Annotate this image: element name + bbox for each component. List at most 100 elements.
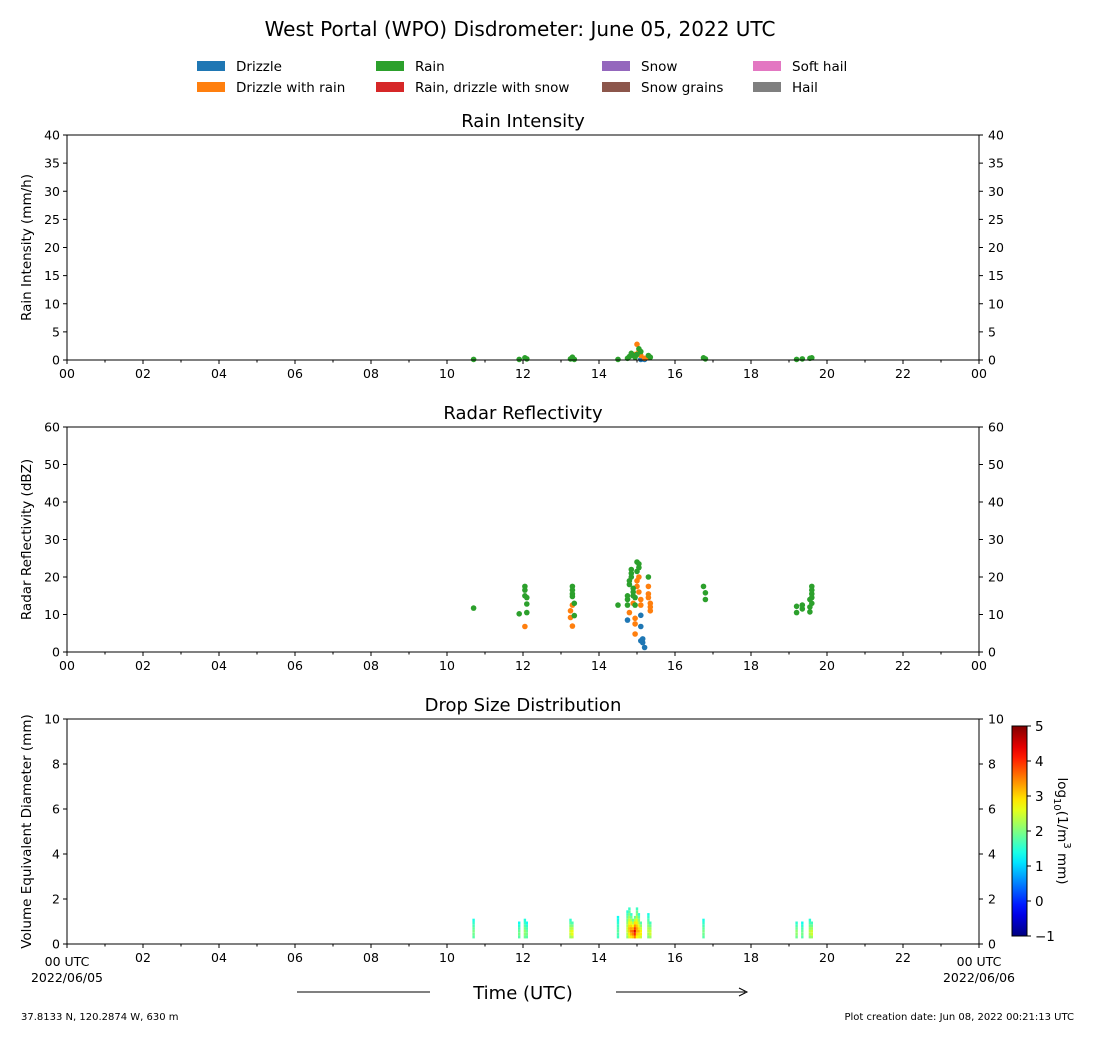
dsd-cell (628, 935, 631, 939)
dsd-cell (472, 935, 475, 939)
dsd-cell (795, 929, 798, 933)
y-tick-label-right: 30 (988, 184, 1004, 199)
data-point (647, 354, 654, 361)
dsd-cell (626, 924, 629, 928)
dsd-cell (628, 927, 631, 930)
data-point (647, 608, 654, 614)
dsd-cell (633, 927, 637, 930)
data-point (569, 593, 576, 600)
dsd-cell (649, 929, 652, 933)
dsd-cell (635, 927, 639, 930)
dsd-cell (637, 927, 641, 930)
data-point (702, 596, 709, 603)
dsd-cell (472, 924, 475, 928)
dsd-cell (801, 924, 804, 928)
dsd-cell (632, 929, 635, 933)
dsd-cell (810, 929, 813, 933)
dsd-cell (637, 918, 641, 922)
data-point (624, 596, 631, 603)
data-point (793, 356, 800, 363)
y-tick-label-right: 40 (988, 495, 1004, 510)
y-tick-label-right: 30 (988, 532, 1004, 547)
y-axis-label: Volume Equivalent Diameter (mm) (19, 714, 35, 949)
dsd-cell (525, 927, 528, 930)
data-point (645, 583, 652, 590)
legend-swatch (753, 82, 781, 92)
y-tick-label: 8 (52, 757, 60, 772)
y-tick-label: 25 (44, 212, 60, 227)
dsd-cell (616, 929, 620, 933)
legend-label: Drizzle (236, 59, 282, 75)
dsd-cell (571, 927, 574, 930)
legend-label: Rain, drizzle with snow (415, 80, 569, 96)
plot-frame (66, 134, 980, 361)
dsd-cell (626, 932, 629, 936)
dsd-cell (635, 932, 639, 936)
x-tick-label: 08 (363, 950, 379, 965)
dsd-cell (616, 935, 620, 939)
dsd-cell (630, 921, 633, 925)
y-tick-label-right: 40 (988, 128, 1004, 143)
dsd-cell (472, 921, 475, 925)
y-tick-label: 2 (52, 892, 60, 907)
dsd-cell (616, 915, 620, 919)
dsd-cell (630, 932, 633, 936)
dsd-cell (647, 932, 650, 936)
dsd-cell (523, 932, 527, 936)
dsd-cell (628, 929, 631, 933)
x-tick-label: 02 (135, 950, 151, 965)
data-point (571, 600, 578, 607)
figure-title: West Portal (WPO) Disdrometer: June 05, … (265, 17, 776, 41)
y-tick-label: 30 (44, 184, 60, 199)
y-tick-label-right: 0 (988, 645, 996, 660)
x-tick-label: 22 (895, 950, 911, 965)
y-tick-label: 50 (44, 457, 60, 472)
dsd-cell (647, 924, 650, 928)
legend-label: Soft hail (792, 59, 847, 75)
dsd-cell (702, 918, 705, 922)
x-tick-label: 20 (819, 366, 835, 381)
location-label: 37.8133 N, 120.2874 W, 630 m (21, 1012, 179, 1023)
legend: Drizzle Drizzle with rain Rain Rain, drizzl… (197, 59, 847, 96)
dsd-cell (808, 929, 812, 933)
data-point (632, 621, 638, 627)
dsd-cell (628, 915, 631, 919)
dsd-cell (571, 921, 574, 925)
y-tick-label: 0 (52, 937, 60, 952)
dsd-cell (810, 935, 813, 939)
dsd-cell (635, 915, 639, 919)
footer: 00 UTC 2022/06/05 00 UTC 2022/06/06 Time… (21, 954, 1074, 1023)
y-tick-label: 5 (52, 324, 60, 339)
data-point (634, 341, 640, 348)
x-tick-label: 18 (743, 658, 759, 673)
dsd-cell (635, 935, 639, 939)
y-tick-label-right: 35 (988, 156, 1004, 171)
dsd-cell (639, 927, 642, 930)
dsd-cell (810, 927, 813, 930)
data-point (634, 568, 640, 575)
dsd-cell (639, 921, 642, 925)
dsd-cell (649, 924, 652, 928)
data-point (636, 574, 642, 580)
dsd-cell (518, 929, 521, 933)
dsd-cell (801, 935, 804, 939)
dsd-cell (518, 921, 521, 925)
data-point (615, 602, 621, 608)
dsd-cell (525, 924, 528, 928)
dsd-cell (647, 935, 650, 939)
y-tick-label-right: 10 (988, 296, 1004, 311)
dsd-cell (626, 929, 629, 933)
y-tick-label-right: 25 (988, 212, 1004, 227)
dsd-cell (525, 935, 528, 939)
data-point (522, 587, 528, 593)
dsd-cell (626, 935, 629, 939)
data-point (799, 356, 806, 362)
dsd-cell (525, 929, 528, 933)
data-point (524, 601, 530, 607)
dsd-cell (571, 924, 574, 928)
dsd-cell (628, 918, 631, 922)
dsd-cell (523, 929, 527, 933)
x-tick-label: 00 (59, 366, 75, 381)
dsd-cell (523, 921, 527, 925)
dsd-cell (569, 924, 572, 928)
